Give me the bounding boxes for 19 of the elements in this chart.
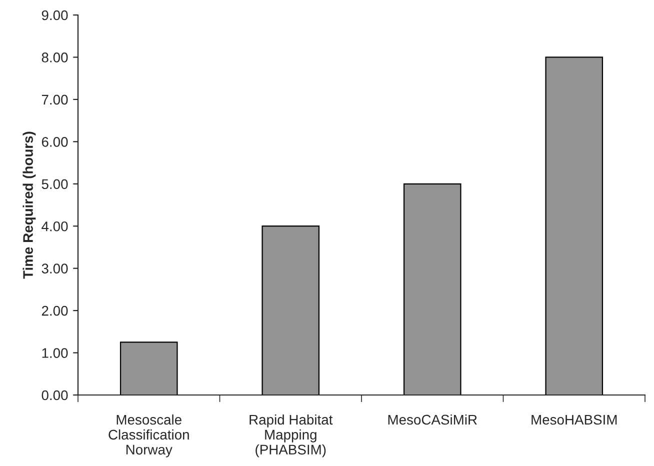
bar: [120, 342, 178, 395]
bar: [545, 56, 604, 395]
y-tick-label: 5.00: [42, 179, 68, 190]
y-axis-title: Time Required (hours): [22, 132, 36, 279]
y-tick-label: 2.00: [42, 306, 68, 316]
x-tick-label: Rapid Habitat Mapping (PHABSIM): [250, 414, 333, 458]
y-tick-label: 8.00: [42, 52, 68, 62]
y-tick-label: 4.00: [42, 221, 68, 232]
x-tick-label: Mesoscale Classification Norway: [108, 414, 189, 458]
bar: [262, 226, 320, 395]
y-tick-label: 7.00: [42, 94, 68, 105]
y-tick-label: 3.00: [42, 264, 68, 274]
x-tick-label: MesoHABSIM: [532, 414, 617, 425]
y-tick-label: 1.00: [42, 348, 68, 358]
bar: [403, 183, 462, 395]
x-tick-label: MesoCASiMiR: [388, 414, 477, 425]
y-tick-label: 6.00: [42, 137, 68, 147]
y-tick-label: 9.00: [42, 10, 68, 20]
y-tick-label: 0.00: [42, 390, 68, 400]
